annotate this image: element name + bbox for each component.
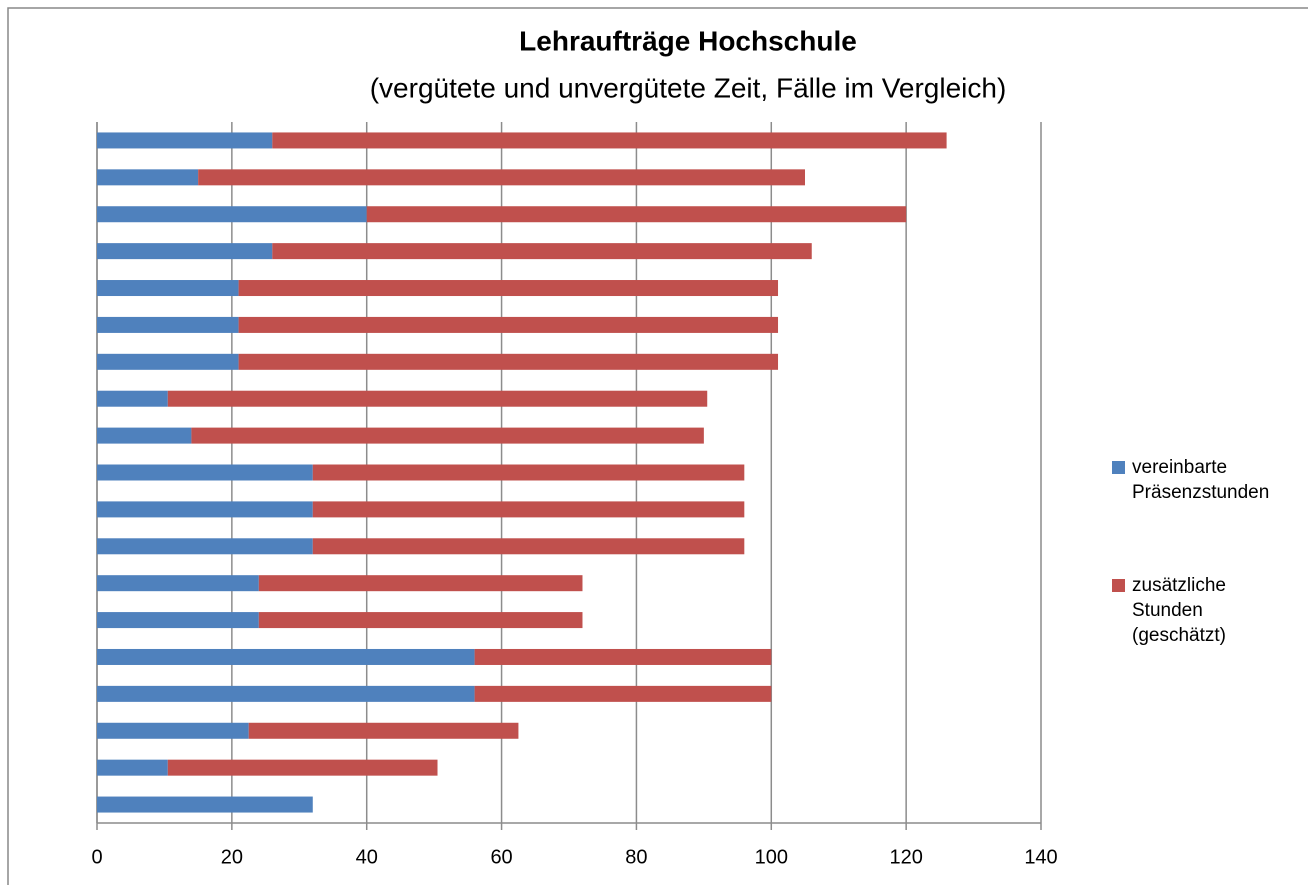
x-tick-label: 120: [889, 846, 922, 868]
bar-segment: [97, 169, 199, 186]
bar-segment: [97, 206, 367, 223]
bar-segment: [312, 501, 745, 518]
bar-segment: [238, 353, 779, 370]
bar-segment: [366, 206, 907, 223]
bar-segment: [97, 575, 259, 592]
x-tick-label: 140: [1024, 846, 1057, 868]
legend-entry: vereinbarte Präsenzstunden: [1112, 455, 1297, 505]
x-tick-label: 60: [490, 846, 512, 868]
bar-segment: [97, 427, 192, 444]
bar-segment: [97, 132, 273, 149]
legend-swatch: [1112, 461, 1125, 474]
bar-segment: [312, 464, 745, 481]
bar-segment: [167, 390, 708, 407]
bar-segment: [97, 353, 239, 370]
bar-segment: [97, 538, 313, 555]
chart-frame: [7, 7, 1308, 885]
chart-subtitle: (vergütete und unvergütete Zeit, Fälle i…: [370, 72, 1007, 103]
bar-segment: [258, 612, 583, 629]
bar-segment: [474, 648, 772, 665]
bar-segment: [167, 759, 438, 776]
bar-segment: [191, 427, 704, 444]
legend-label: zusätzliche Stunden (geschätzt): [1132, 575, 1226, 646]
bar-segment: [97, 648, 475, 665]
bar-segment: [97, 501, 313, 518]
bar-segment: [97, 316, 239, 333]
bar-segment: [97, 390, 168, 407]
bar-segment: [272, 132, 947, 149]
bar-segment: [198, 169, 806, 186]
legend-entry: zusätzliche Stunden (geschätzt): [1112, 573, 1297, 648]
bar-segment: [238, 280, 779, 297]
legend-label: vereinbarte Präsenzstunden: [1132, 457, 1270, 503]
bar-segment: [474, 685, 772, 702]
bar-segment: [258, 575, 583, 592]
bar-segment: [97, 796, 313, 813]
bar-segment: [97, 759, 168, 776]
x-tick-label: 20: [221, 846, 243, 868]
bar-segment: [272, 243, 812, 260]
bar-segment: [238, 316, 779, 333]
x-tick-label: 0: [91, 846, 102, 868]
x-tick-label: 100: [755, 846, 788, 868]
bar-segment: [97, 612, 259, 629]
legend-swatch: [1112, 579, 1125, 592]
bar-segment: [97, 243, 273, 260]
bar-segment: [97, 685, 475, 702]
bar-segment: [97, 280, 239, 297]
bar-segment: [312, 538, 745, 555]
x-tick-label: 80: [625, 846, 647, 868]
bar-segment: [97, 722, 249, 739]
bar-segment: [97, 464, 313, 481]
bar-segment: [248, 722, 519, 739]
x-tick-label: 40: [356, 846, 378, 868]
chart-title: Lehraufträge Hochschule: [519, 25, 857, 56]
